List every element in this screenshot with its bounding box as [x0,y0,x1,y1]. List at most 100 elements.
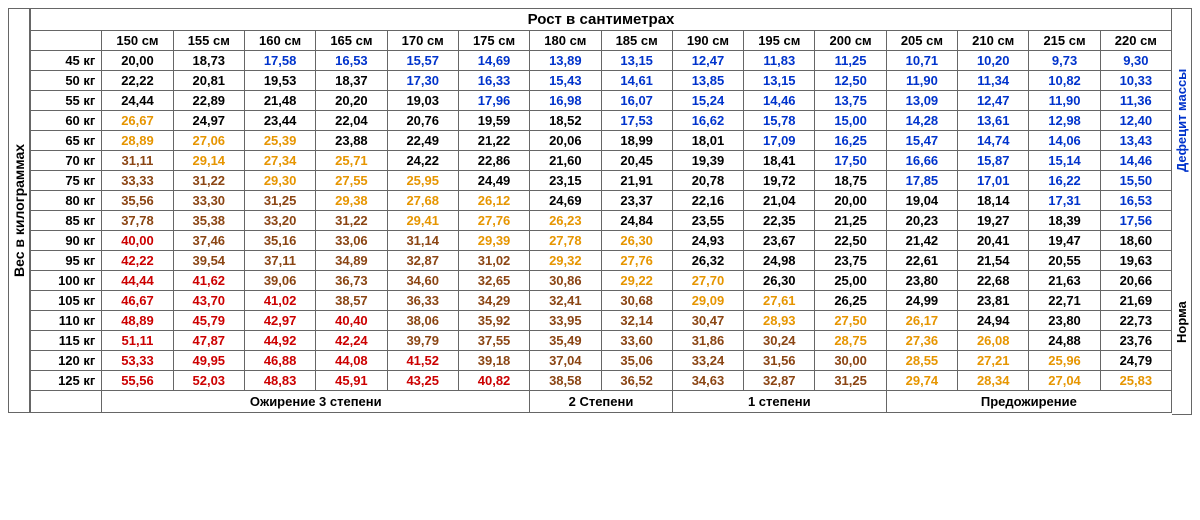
bmi-cell: 23,67 [744,231,815,251]
bmi-cell: 9,30 [1100,51,1171,71]
bmi-cell: 35,16 [244,231,315,251]
bmi-cell: 13,75 [815,91,886,111]
bmi-cell: 16,53 [1100,191,1171,211]
bmi-cell: 40,00 [102,231,173,251]
bmi-cell: 41,52 [387,351,458,371]
bmi-cell: 31,25 [815,371,886,391]
bmi-cell: 20,23 [886,211,957,231]
bmi-cell: 21,91 [601,171,672,191]
bmi-cell: 12,47 [672,51,743,71]
bmi-cell: 25,00 [815,271,886,291]
bmi-cell: 35,06 [601,351,672,371]
bmi-cell: 11,90 [1029,91,1100,111]
table-row: 50 кг22,2220,8119,5318,3717,3016,3315,43… [31,71,1172,91]
bmi-cell: 39,06 [244,271,315,291]
bmi-cell: 21,25 [815,211,886,231]
bmi-cell: 15,78 [744,111,815,131]
bmi-cell: 23,44 [244,111,315,131]
bmi-cell: 24,99 [886,291,957,311]
bmi-cell: 41,62 [173,271,244,291]
bmi-cell: 39,54 [173,251,244,271]
footer-cell: Предожирение [886,391,1171,413]
bmi-cell: 17,31 [1029,191,1100,211]
bmi-cell: 20,78 [672,171,743,191]
bmi-cell: 20,66 [1100,271,1171,291]
bmi-cell: 31,56 [744,351,815,371]
bmi-cell: 24,44 [102,91,173,111]
col-header: 195 см [744,31,815,51]
bmi-cell: 32,87 [387,251,458,271]
bmi-cell: 26,12 [458,191,529,211]
bmi-cell: 21,69 [1100,291,1171,311]
bmi-cell: 27,55 [316,171,387,191]
bmi-cell: 37,11 [244,251,315,271]
table-row: 110 кг48,8945,7942,9740,4038,0635,9233,9… [31,311,1172,331]
bmi-cell: 25,39 [244,131,315,151]
bmi-cell: 24,69 [530,191,601,211]
main-table-wrap: Рост в сантиметрах150 см155 см160 см165 … [30,8,1172,415]
bmi-cell: 36,73 [316,271,387,291]
bmi-cell: 24,94 [958,311,1029,331]
bmi-cell: 27,78 [530,231,601,251]
bmi-cell: 19,63 [1100,251,1171,271]
bmi-cell: 24,22 [387,151,458,171]
bmi-cell: 16,25 [815,131,886,151]
bmi-cell: 9,73 [1029,51,1100,71]
bmi-cell: 33,33 [102,171,173,191]
bmi-cell: 18,41 [744,151,815,171]
bmi-cell: 22,68 [958,271,1029,291]
row-header: 80 кг [31,191,102,211]
bmi-cell: 27,04 [1029,371,1100,391]
row-header: 100 кг [31,271,102,291]
table-row: 55 кг24,4422,8921,4820,2019,0317,9616,98… [31,91,1172,111]
y-axis-label: Вес в килограммах [8,8,30,413]
row-header: 90 кг [31,231,102,251]
bmi-cell: 27,70 [672,271,743,291]
row-header: 125 кг [31,371,102,391]
bmi-cell: 36,52 [601,371,672,391]
bmi-cell: 24,88 [1029,331,1100,351]
row-header: 95 кг [31,251,102,271]
bmi-cell: 24,98 [744,251,815,271]
bmi-cell: 23,88 [316,131,387,151]
bmi-cell: 19,47 [1029,231,1100,251]
bmi-cell: 33,30 [173,191,244,211]
row-header: 85 кг [31,211,102,231]
bmi-cell: 26,32 [672,251,743,271]
bmi-cell: 15,24 [672,91,743,111]
bmi-cell: 41,02 [244,291,315,311]
bmi-cell: 22,22 [102,71,173,91]
row-header: 70 кг [31,151,102,171]
bmi-cell: 46,88 [244,351,315,371]
bmi-cell: 22,71 [1029,291,1100,311]
bmi-cell: 32,41 [530,291,601,311]
col-header: 150 см [102,31,173,51]
bmi-cell: 27,34 [244,151,315,171]
bmi-cell: 27,21 [958,351,1029,371]
bmi-cell: 44,44 [102,271,173,291]
bmi-cell: 15,00 [815,111,886,131]
bmi-cell: 22,89 [173,91,244,111]
bmi-cell: 19,59 [458,111,529,131]
bmi-cell: 15,87 [958,151,1029,171]
bmi-cell: 29,22 [601,271,672,291]
bmi-cell: 34,63 [672,371,743,391]
row-header: 65 кг [31,131,102,151]
bmi-cell: 15,50 [1100,171,1171,191]
bmi-cell: 13,15 [601,51,672,71]
bmi-cell: 32,65 [458,271,529,291]
bmi-cell: 28,34 [958,371,1029,391]
bmi-cell: 49,95 [173,351,244,371]
bmi-cell: 11,90 [886,71,957,91]
bmi-cell: 48,83 [244,371,315,391]
bmi-cell: 45,79 [173,311,244,331]
bmi-cell: 37,04 [530,351,601,371]
table-row: 45 кг20,0018,7317,5816,5315,5714,6913,89… [31,51,1172,71]
bmi-cell: 18,73 [173,51,244,71]
bmi-cell: 20,00 [815,191,886,211]
col-header: 180 см [530,31,601,51]
bmi-cell: 30,00 [815,351,886,371]
bmi-cell: 31,25 [244,191,315,211]
bmi-table: Рост в сантиметрах150 см155 см160 см165 … [30,8,1172,413]
bmi-cell: 24,49 [458,171,529,191]
